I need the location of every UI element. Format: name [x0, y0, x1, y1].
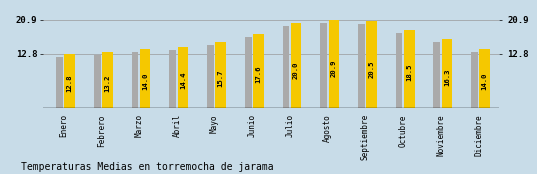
Text: 12.8: 12.8 — [67, 75, 72, 92]
Text: 20.0: 20.0 — [293, 61, 299, 79]
Bar — [169, 50, 176, 108]
Bar — [207, 45, 214, 108]
Bar — [215, 42, 226, 108]
Bar — [56, 57, 63, 108]
Text: 16.3: 16.3 — [444, 68, 450, 86]
Bar — [320, 23, 327, 108]
Text: 20.9: 20.9 — [331, 60, 337, 77]
Bar — [366, 21, 377, 108]
Text: 18.5: 18.5 — [407, 64, 412, 81]
Text: 20.5: 20.5 — [368, 60, 374, 78]
Bar — [178, 47, 188, 108]
Text: 14.4: 14.4 — [180, 72, 186, 89]
Bar — [404, 30, 415, 108]
Bar — [358, 24, 365, 108]
Bar — [94, 55, 100, 108]
Text: 17.6: 17.6 — [256, 66, 262, 83]
Bar — [253, 34, 264, 108]
Text: 14.0: 14.0 — [142, 73, 148, 90]
Bar — [329, 20, 339, 108]
Text: 13.2: 13.2 — [105, 74, 111, 92]
Bar — [433, 42, 440, 108]
Bar — [132, 52, 139, 108]
Bar — [282, 26, 289, 108]
Bar — [245, 37, 251, 108]
Bar — [291, 23, 301, 108]
Bar — [64, 54, 75, 108]
Bar — [102, 52, 113, 108]
Text: 15.7: 15.7 — [217, 69, 223, 87]
Text: 14.0: 14.0 — [482, 73, 488, 90]
Bar — [442, 39, 452, 108]
Text: Temperaturas Medias en torremocha de jarama: Temperaturas Medias en torremocha de jar… — [21, 162, 274, 172]
Bar — [480, 49, 490, 108]
Bar — [140, 49, 150, 108]
Bar — [396, 33, 402, 108]
Bar — [471, 52, 478, 108]
